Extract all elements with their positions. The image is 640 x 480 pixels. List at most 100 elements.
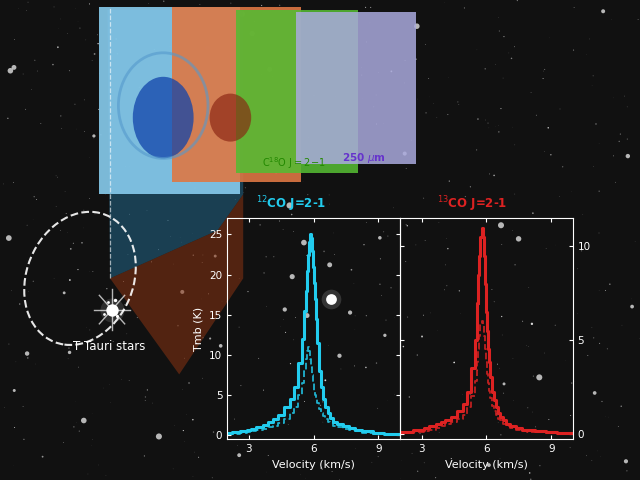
Point (93, 106, 104, 113)
Point (217, 297, 227, 305)
Point (484, 170, 495, 178)
Point (92, 31, 102, 39)
Point (49, 3, 59, 11)
Point (28, 277, 38, 285)
Point (587, 81, 597, 89)
Ellipse shape (133, 77, 194, 158)
Point (75, 24, 85, 32)
Point (527, 408, 538, 416)
Point (197, 259, 207, 266)
Point (87, 410, 97, 418)
Point (541, 244, 551, 252)
Point (326, 295, 336, 302)
Point (566, 379, 577, 387)
Point (345, 309, 355, 316)
Point (472, 46, 482, 54)
Point (561, 357, 571, 365)
Point (68, 423, 79, 431)
Point (79, 206, 89, 214)
Point (77, 239, 87, 247)
Point (528, 372, 538, 380)
Point (495, 455, 505, 462)
Point (538, 75, 548, 83)
Point (416, 426, 426, 433)
Point (522, 341, 532, 349)
Point (276, 51, 286, 59)
Point (440, 286, 450, 294)
Point (9, 462, 19, 469)
Point (149, 46, 159, 53)
Ellipse shape (209, 94, 251, 142)
Point (296, 471, 306, 479)
Point (74, 427, 84, 435)
Point (66, 245, 76, 253)
Point (36, 120, 46, 127)
Point (429, 100, 439, 108)
Point (630, 238, 640, 245)
Point (48, 61, 58, 69)
Point (154, 246, 164, 253)
Point (372, 405, 383, 412)
Point (241, 144, 252, 151)
Point (49, 275, 59, 283)
Point (411, 55, 421, 63)
Point (166, 64, 176, 72)
Point (303, 134, 314, 142)
Point (275, 1, 285, 9)
Point (275, 217, 285, 225)
Point (308, 268, 318, 276)
Point (389, 391, 399, 398)
Bar (296, 12, 416, 164)
Point (360, 3, 371, 11)
Point (140, 396, 150, 404)
Point (51, 203, 61, 210)
Point (28, 216, 38, 224)
Point (285, 53, 296, 61)
Point (489, 171, 499, 179)
Point (229, 415, 239, 423)
Point (255, 221, 265, 229)
Point (421, 109, 431, 117)
Point (443, 111, 453, 119)
Point (120, 163, 131, 170)
Point (175, 67, 185, 74)
Point (468, 387, 478, 395)
Point (185, 178, 195, 185)
Point (195, 1, 205, 9)
Point (460, 4, 470, 12)
Point (440, 261, 451, 269)
Point (70, 100, 80, 108)
Point (531, 111, 541, 119)
Point (173, 322, 183, 329)
Point (499, 33, 509, 40)
Point (271, 169, 281, 177)
Point (280, 328, 291, 336)
Point (508, 397, 518, 405)
Point (627, 295, 637, 303)
Point (15, 300, 25, 308)
Point (6, 287, 17, 295)
Point (88, 134, 99, 142)
Point (188, 416, 198, 423)
Point (510, 261, 520, 269)
Point (367, 152, 377, 160)
Point (490, 122, 500, 130)
Point (373, 453, 383, 460)
Point (94, 70, 104, 78)
Point (509, 190, 520, 198)
Point (234, 275, 244, 282)
Point (134, 84, 145, 91)
Point (361, 363, 371, 371)
Point (38, 453, 48, 460)
Point (527, 320, 537, 328)
Point (356, 64, 367, 72)
Point (240, 184, 250, 192)
Point (262, 34, 273, 42)
Point (8, 179, 19, 186)
Point (472, 146, 482, 154)
Point (455, 310, 465, 318)
Point (566, 188, 577, 195)
Point (84, 326, 95, 334)
Point (578, 211, 588, 218)
Point (301, 252, 312, 259)
